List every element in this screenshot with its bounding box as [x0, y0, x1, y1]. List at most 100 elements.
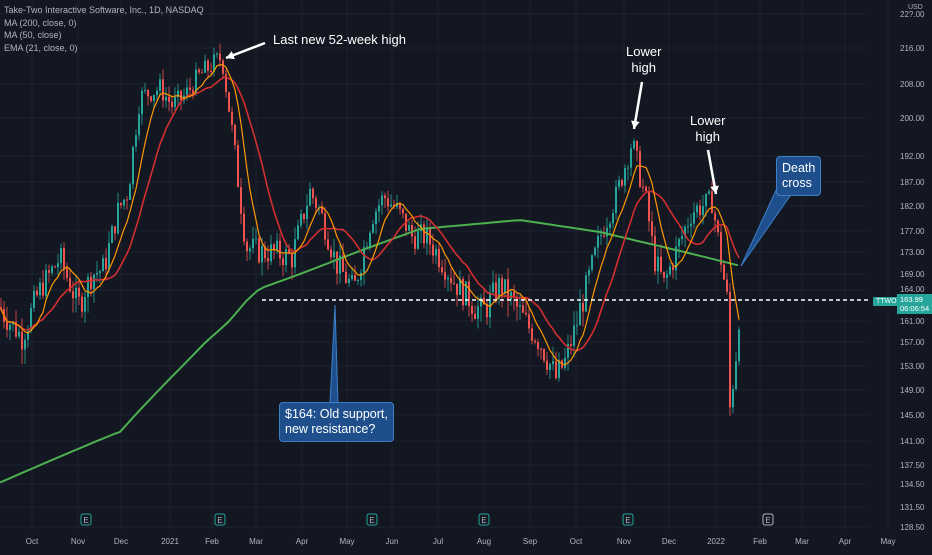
y-tick-label: 145.00: [900, 411, 925, 420]
candle-body: [480, 297, 482, 307]
arrow-lower-high-2-head: [710, 185, 719, 194]
callout-death-cross: Death cross: [776, 156, 822, 196]
x-tick-label: Jul: [433, 537, 443, 546]
candle-body: [336, 251, 338, 274]
candle-body: [174, 97, 176, 108]
candle-body: [282, 258, 284, 266]
x-tick-label: Nov: [71, 537, 85, 546]
candle-body: [573, 325, 575, 347]
candle-body: [129, 184, 131, 200]
candle-body: [48, 270, 50, 273]
candle-body: [417, 230, 419, 249]
candle-body: [213, 54, 215, 73]
candle-body: [489, 292, 491, 318]
candle-body: [735, 361, 737, 389]
candle-body: [231, 111, 233, 125]
candle-body: [402, 208, 404, 214]
x-tick-label: Mar: [249, 537, 263, 546]
candle-body: [108, 242, 110, 270]
candle-body: [687, 226, 689, 228]
candle-body: [591, 255, 593, 270]
candle-body: [192, 89, 194, 95]
earnings-marker: [478, 513, 490, 526]
candle-body: [339, 255, 341, 274]
candle-body: [612, 213, 614, 224]
candle-body: [534, 340, 536, 343]
candle-body: [261, 246, 263, 263]
candle-body: [84, 297, 86, 312]
candle-body: [69, 277, 71, 292]
candle-body: [579, 302, 581, 326]
candle-body: [633, 141, 635, 149]
candle-body: [309, 188, 311, 206]
candle-body: [615, 186, 617, 214]
candle-body: [228, 92, 230, 112]
candle-body: [726, 279, 728, 292]
candle-body: [519, 305, 521, 307]
candle-body: [558, 360, 560, 378]
candle-body: [306, 205, 308, 220]
chart-legend: Take-Two Interactive Software, Inc., 1D,…: [4, 4, 204, 54]
candle-body: [276, 240, 278, 250]
candle-body: [159, 79, 161, 91]
candle-body: [432, 244, 434, 256]
earnings-marker-label: E: [217, 516, 222, 525]
candle-body: [219, 53, 221, 61]
candle-body: [132, 146, 134, 185]
callout-death-cross-l1: Death: [782, 161, 816, 175]
candle-body: [384, 195, 386, 199]
candle-body: [738, 329, 740, 362]
candle-body: [435, 248, 437, 256]
candle-body: [126, 199, 128, 201]
candle-body: [675, 246, 677, 271]
candle-body: [87, 276, 89, 298]
candle-body: [468, 281, 470, 307]
candle-body: [693, 212, 695, 224]
currency-label: USD: [908, 4, 923, 11]
candle-body: [477, 306, 479, 319]
y-tick-label: 187.00: [900, 178, 925, 187]
candle-body: [447, 277, 449, 280]
annotation-lower-high-2-l2: high: [695, 129, 720, 144]
candle-body: [723, 264, 725, 280]
candle-body: [576, 325, 578, 327]
candle-body: [165, 96, 167, 101]
candle-body: [90, 276, 92, 290]
candle-body: [33, 290, 35, 308]
y-tick-label: 134.50: [900, 480, 925, 489]
candle-body: [624, 168, 626, 186]
candle-body: [18, 331, 20, 337]
x-tick-label: Dec: [114, 537, 128, 546]
y-tick-label: 208.00: [900, 80, 925, 89]
x-tick-label: Dec: [662, 537, 676, 546]
candle-body: [381, 195, 383, 206]
candle-body: [75, 287, 77, 299]
x-tick-label: May: [339, 537, 354, 546]
candle-body: [630, 148, 632, 168]
candle-body: [9, 324, 11, 330]
legend-ma50: MA (50, close): [4, 30, 62, 40]
candle-body: [273, 244, 275, 250]
candle-body: [525, 312, 527, 315]
candle-body: [0, 307, 2, 309]
candle-body: [225, 73, 227, 93]
candle-body: [570, 344, 572, 347]
earnings-marker: [622, 513, 634, 526]
candle-body: [264, 246, 266, 259]
candle-body: [51, 266, 53, 273]
candle-body: [72, 291, 74, 299]
candle-body: [315, 198, 317, 208]
candle-body: [516, 297, 518, 307]
candle-body: [552, 361, 554, 365]
candle-body: [303, 213, 305, 220]
candle-body: [660, 256, 662, 272]
callout-support-l1: $164: Old support,: [285, 407, 388, 421]
candle-body: [603, 235, 605, 237]
annotation-lower-high-2: Lower high: [690, 113, 725, 145]
candle-body: [162, 79, 164, 101]
x-tick-label: Feb: [753, 537, 767, 546]
candle-body: [255, 238, 257, 240]
ticker-tag: TTWO: [873, 297, 900, 306]
callout-death-cross-pointer: [740, 185, 791, 267]
candle-body: [105, 258, 107, 270]
